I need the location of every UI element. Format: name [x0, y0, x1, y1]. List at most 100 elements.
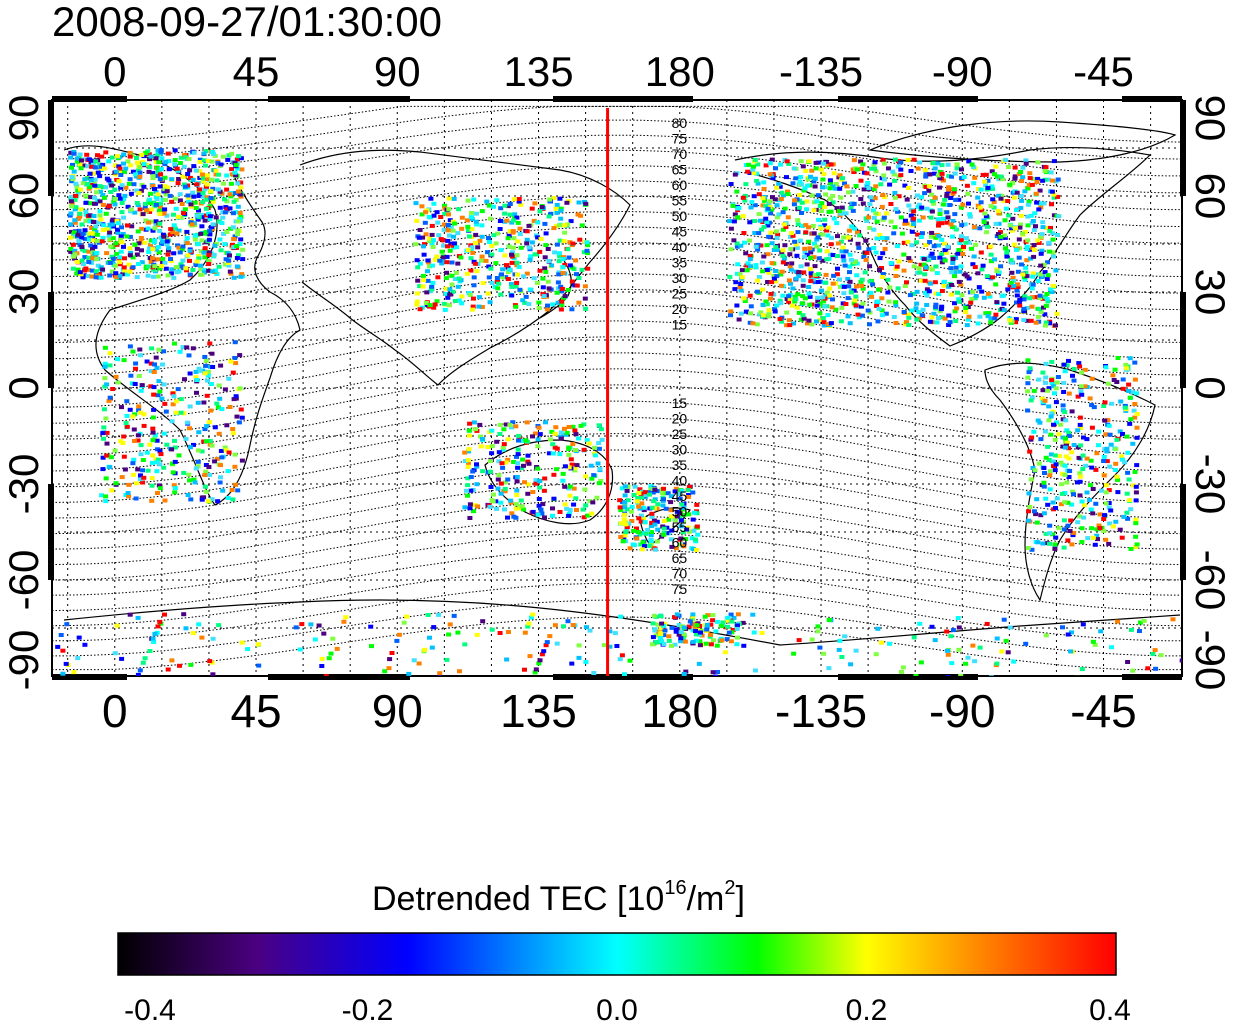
tec-sample — [68, 249, 74, 254]
tec-sample — [484, 199, 490, 204]
tec-sample — [130, 472, 136, 477]
tec-sample — [237, 353, 243, 358]
tec-sample — [130, 461, 136, 466]
tec-sample — [130, 169, 136, 174]
tec-sample — [990, 275, 996, 280]
tec-sample — [470, 250, 476, 255]
tec-sample — [1061, 545, 1067, 550]
tec-sample — [585, 251, 591, 256]
tec-sample — [599, 437, 605, 442]
tec-sample — [745, 261, 751, 266]
tec-sample — [496, 473, 502, 478]
tec-sample — [1021, 318, 1027, 322]
tec-sample — [551, 496, 557, 501]
tec-sample — [132, 210, 138, 215]
tec-sample — [1058, 460, 1064, 465]
tec-sample — [736, 317, 742, 322]
tec-sample — [208, 408, 214, 413]
tec-sample — [841, 291, 847, 296]
tec-sample — [847, 279, 853, 284]
tec-sample — [1093, 467, 1099, 472]
tec-sample — [128, 250, 134, 255]
tec-sample — [645, 528, 651, 532]
tec-sample — [828, 242, 834, 247]
tec-sample — [1043, 323, 1048, 328]
tec-sample — [865, 181, 871, 185]
tec-sample — [704, 625, 710, 630]
tec-sample — [954, 162, 960, 167]
tec-sample — [468, 268, 474, 273]
tec-sample — [878, 640, 884, 645]
lon-tick-label: 90 — [374, 48, 421, 95]
tec-sample — [804, 252, 810, 257]
tec-sample — [1037, 420, 1043, 425]
tec-sample — [79, 258, 85, 263]
tec-sample — [805, 177, 811, 182]
tec-sample — [837, 173, 843, 178]
tec-sample — [1027, 176, 1033, 181]
tec-sample — [445, 223, 451, 227]
tec-sample — [728, 313, 733, 318]
tec-sample — [223, 448, 229, 453]
tec-sample — [1084, 456, 1090, 461]
tec-sample — [515, 461, 521, 466]
tec-sample — [828, 181, 834, 186]
tec-sample — [1034, 520, 1040, 525]
tec-sample — [136, 241, 142, 246]
tec-sample — [120, 272, 126, 277]
tec-sample — [658, 635, 663, 640]
tec-sample — [907, 293, 913, 298]
tec-sample — [1134, 412, 1140, 416]
tec-sample — [1031, 388, 1037, 393]
tec-sample — [1071, 443, 1077, 447]
tec-sample — [235, 189, 241, 194]
tec-sample — [780, 227, 786, 232]
tec-sample — [161, 382, 167, 387]
tec-sample — [576, 436, 581, 441]
tec-sample — [175, 181, 181, 186]
tec-sample — [1041, 466, 1047, 470]
tec-sample — [214, 401, 220, 406]
tec-sample — [534, 280, 540, 285]
tec-sample — [825, 313, 831, 318]
tec-sample — [299, 622, 305, 627]
tec-sample — [852, 226, 857, 231]
tec-sample — [192, 480, 198, 485]
tec-sample — [140, 660, 146, 665]
tec-sample — [138, 443, 144, 448]
tec-sample — [429, 284, 435, 289]
tec-sample — [102, 361, 108, 366]
tec-sample — [769, 280, 775, 285]
tec-sample — [1079, 499, 1085, 504]
tec-sample — [108, 190, 114, 194]
tec-sample — [994, 300, 1000, 305]
tec-sample — [736, 206, 742, 210]
tec-sample — [1062, 463, 1068, 468]
tec-sample — [557, 196, 563, 201]
tec-sample — [651, 518, 657, 523]
tec-sample — [792, 299, 798, 304]
tec-sample — [1096, 523, 1102, 528]
tec-sample — [1017, 225, 1023, 230]
tec-sample — [100, 228, 106, 232]
tec-sample — [236, 154, 242, 159]
tec-sample — [998, 234, 1004, 239]
tec-sample — [225, 261, 231, 265]
tec-sample — [139, 152, 145, 157]
tec-sample — [837, 277, 842, 282]
tec-sample — [146, 220, 152, 225]
tec-sample — [1094, 533, 1100, 538]
tec-sample — [194, 390, 199, 395]
tec-sample — [808, 279, 814, 284]
tec-sample — [1045, 444, 1051, 449]
tec-sample — [759, 260, 765, 265]
tec-sample — [200, 368, 206, 373]
tec-sample — [653, 640, 659, 645]
tec-sample — [414, 258, 420, 263]
mlat-contour — [52, 257, 1182, 327]
tec-sample — [535, 437, 541, 442]
tec-sample — [502, 480, 508, 485]
tec-sample — [133, 496, 139, 501]
tec-sample — [949, 270, 955, 275]
tec-sample — [102, 376, 108, 381]
